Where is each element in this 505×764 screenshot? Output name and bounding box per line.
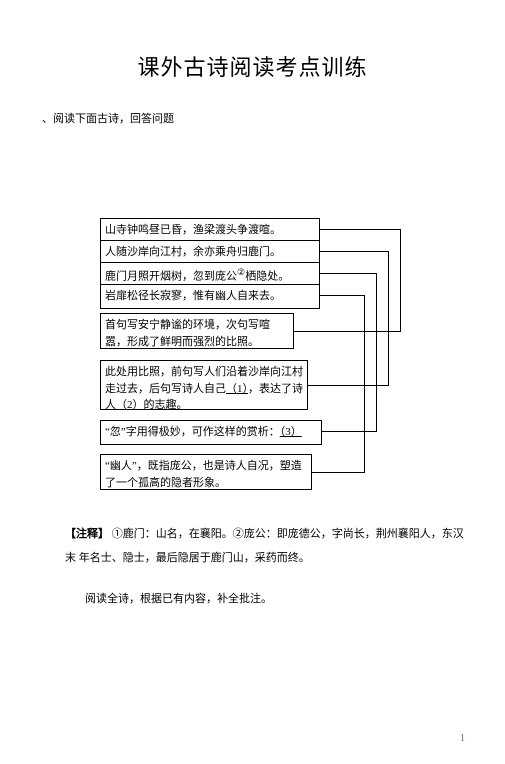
intro-text: 、阅读下面古诗，回答问题 [42,110,505,126]
b3-sup: ② [237,267,245,277]
page-title: 课外古诗阅读考点训练 [0,50,505,82]
conn-h [320,295,364,296]
notes-label: 【注释】 [65,528,109,540]
conn-h [312,472,364,473]
b7-a: “忽”字用得极妙，可作这样的赏析： [105,426,280,438]
conn-v [364,295,365,473]
conn-h [294,331,400,332]
annotation-1: 首句写安宁静谧的环境，次句写喧嚣，形成了鲜明而强烈的比照。 [100,313,294,349]
conn-h [322,431,376,432]
notes-body: ①鹿门：山名，在襄阳。②庞公：即庞德公，字尚长，荆州襄阳人，东汉末 年名士、隐士… [65,528,464,564]
poem-line-4: 岩扉松径长寂寥，惟有幽人自来去。 [100,284,320,309]
annotation-3: “忽”字用得极妙，可作这样的赏析：（3） [100,420,322,445]
blank-1: （1） [226,383,248,395]
conn-h [320,251,388,252]
conn-v [388,251,389,386]
annotation-diagram: 山寺钟鸣昼已昏，渔梁渡头争渡喧。 人随沙岸向江村，余亦乘舟归鹿门。 鹿门月照开烟… [100,218,410,498]
blank-2: （2） [116,399,144,411]
conn-h [320,229,400,230]
b6-c: 的志趣。 [144,399,188,411]
poem-line-1: 山寺钟鸣昼已昏，渔梁渡头争渡喧。 [100,218,320,243]
conn-v [400,229,401,332]
conn-h [320,273,376,274]
b3-text-b: 栖隐处。 [245,271,289,283]
b3-text-a: 鹿门月照开烟树，忽到庞公 [105,271,237,283]
conn-v [376,273,377,432]
blank-3: （3） [280,426,302,438]
footnotes: 【注释】 ①鹿门：山名，在襄阳。②庞公：即庞德公，字尚长，荆州襄阳人，东汉末 年… [65,522,465,570]
poem-line-2: 人随沙岸向江村，余亦乘舟归鹿门。 [100,240,320,265]
page-number: 1 [460,733,465,744]
annotation-2: 此处用比照，前句写人们沿着沙岸向江村走过去，后句写诗人自己（1），表达了诗人（2… [100,360,308,410]
instruction-text: 阅读全诗，根据已有内容，补全批注。 [85,590,272,606]
annotation-4: “幽人”，既指庞公，也是诗人自况，塑造了一个孤高的隐者形象。 [100,454,312,490]
